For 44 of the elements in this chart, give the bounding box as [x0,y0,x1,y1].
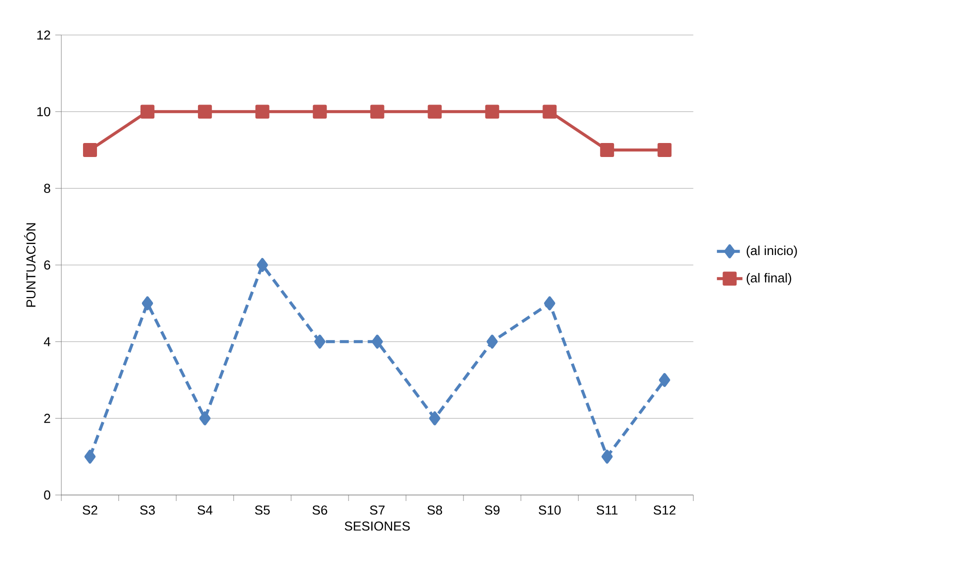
point [83,143,97,157]
y-tick-label: 12 [37,30,50,40]
point [544,296,556,310]
point [312,104,327,119]
x-tick-label: S6 [312,506,328,515]
point [199,411,211,426]
x-tick-label: S7 [370,506,385,515]
point [84,450,96,464]
point [542,104,557,119]
x-tick-label: S3 [140,506,155,515]
y-tick-label: 8 [44,184,50,193]
point [255,104,270,119]
point [428,104,442,119]
legend-label: (al inicio) [746,246,797,258]
point [601,450,613,464]
point [485,104,500,119]
point [142,296,154,310]
x-tick-label: S11 [596,506,618,515]
point [429,411,440,426]
y-axis-title: PUNTUACIÓN [24,223,36,307]
point [370,104,384,119]
legend-label: (al final) [746,272,792,286]
point [486,334,498,349]
point [372,334,383,349]
y-tick-label: 6 [44,260,50,270]
point [658,143,672,157]
x-tick-label: S10 [538,506,561,515]
x-tick-label: S5 [255,506,270,515]
x-axis-title: SESIONES [344,522,410,531]
point [198,104,212,119]
x-tick-label: S4 [198,506,212,515]
y-tick-label: 2 [44,414,50,423]
x-tick-label: S2 [82,506,98,515]
x-tick-label: S8 [427,506,442,515]
y-tick-label: 10 [37,107,50,116]
y-tick-label: 4 [44,337,50,346]
x-tick-label: S9 [484,506,500,515]
y-tick-label: 0 [44,490,50,500]
point [314,334,326,349]
point [256,258,268,272]
point [140,104,154,119]
x-tick-label: S12 [654,506,676,515]
point [658,373,670,387]
point [600,143,614,157]
